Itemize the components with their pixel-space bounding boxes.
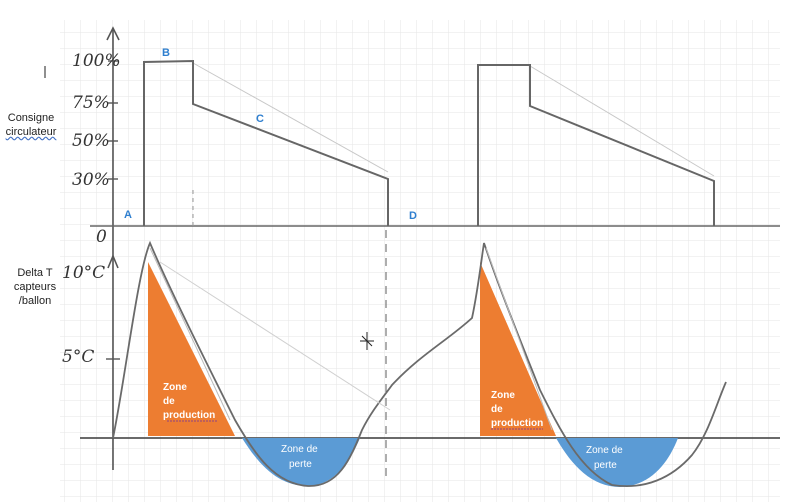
construction-line bbox=[192, 62, 389, 173]
production-zone-1-label-line1: Zone bbox=[163, 382, 187, 393]
delta-t-label-line1: Delta T bbox=[17, 267, 53, 279]
tick-label-100: 100% bbox=[72, 51, 121, 71]
consigne-label-line2: circulateur bbox=[5, 126, 57, 138]
vertical-axis-arrow bbox=[106, 26, 120, 41]
production-zone-1-label-line2: de bbox=[163, 396, 175, 407]
production-zone-2-label-line3: production bbox=[491, 418, 543, 429]
production-zone-2-label-line1: Zone bbox=[491, 390, 515, 401]
tick-label-30: 30% bbox=[72, 170, 110, 190]
delta-t-graph: 10°C 5°C Zone de production Zone de prod… bbox=[62, 240, 780, 487]
consigne-profile-2 bbox=[477, 64, 715, 226]
perte-zone-2-label-line2: perte bbox=[594, 460, 617, 471]
perte-zone-2-label-line1: Zone de bbox=[586, 445, 623, 456]
perte-zone-2 bbox=[556, 438, 678, 487]
point-label-a: A bbox=[124, 209, 132, 221]
delta-axis-arrow bbox=[107, 253, 119, 269]
production-zone-2-label-line2: de bbox=[491, 404, 503, 415]
construction-line bbox=[485, 247, 553, 431]
move-cursor-icon bbox=[360, 332, 374, 350]
point-label-b: B bbox=[162, 47, 170, 59]
consigne-label: Consigne circulateur bbox=[0, 111, 62, 139]
delta-t-label: Delta T capteurs /ballon bbox=[0, 266, 70, 308]
production-zone-2 bbox=[480, 262, 556, 436]
point-label-d: D bbox=[409, 210, 417, 222]
perte-zone-1-label-line1: Zone de bbox=[281, 444, 318, 455]
consigne-label-line1: Consigne bbox=[7, 112, 55, 124]
delta-t-curve bbox=[112, 240, 727, 487]
tick-label-10c: 10°C bbox=[62, 263, 105, 283]
point-label-c: C bbox=[256, 113, 264, 125]
construction-line bbox=[159, 261, 391, 411]
construction-line bbox=[529, 65, 715, 177]
tick-label-50: 50% bbox=[72, 131, 110, 151]
tick-label-5c: 5°C bbox=[62, 347, 94, 367]
perte-zone-1-label-line2: perte bbox=[289, 459, 312, 470]
production-zone-1-label-line3: production bbox=[163, 410, 215, 421]
delta-t-label-line2: capteurs bbox=[13, 281, 57, 293]
production-zone-1 bbox=[148, 262, 235, 436]
tick-label-75: 75% bbox=[72, 93, 110, 113]
construction-line bbox=[149, 247, 231, 421]
delta-t-label-line3: /ballon bbox=[18, 295, 52, 307]
tick-label-zero: 0 bbox=[96, 227, 107, 247]
perte-zone-1 bbox=[242, 438, 360, 487]
consigne-graph: 100% 75% 50% 30% 0 A B C D bbox=[72, 26, 780, 480]
consigne-profile-1 bbox=[143, 59, 389, 226]
